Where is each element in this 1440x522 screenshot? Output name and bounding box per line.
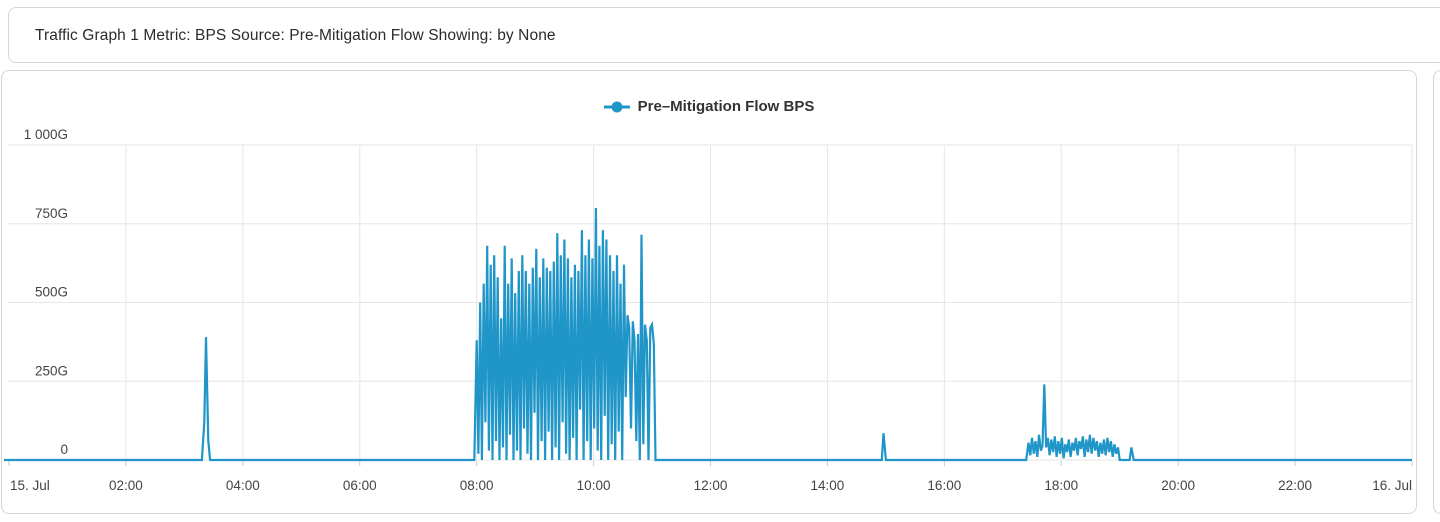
- series-line-pre-mitigation-flow-bps: [4, 207, 1412, 462]
- adjacent-panel-edge: [1433, 70, 1440, 514]
- x-axis-tick-label: 16:00: [927, 478, 961, 493]
- chart-gridlines: [8, 144, 1413, 461]
- x-axis-tick-label: 08:00: [460, 478, 494, 493]
- chart-axis-labels: 0 250G 500G 750G 1 000G 15. Jul 02:00 04:00 06:0…: [10, 127, 1412, 493]
- y-axis-tick-label: 500G: [35, 285, 68, 300]
- x-axis-tick-label: 02:00: [109, 478, 143, 493]
- traffic-graph-title: Traffic Graph 1 Metric: BPS Source: Pre-…: [35, 27, 556, 44]
- y-axis-tick-label: 1 000G: [24, 127, 68, 142]
- y-axis-tick-label: 0: [60, 442, 68, 457]
- x-axis-tick-label: 12:00: [694, 478, 728, 493]
- traffic-graph-chart-card: 0 250G 500G 750G 1 000G 15. Jul 02:00 04:00 06:0…: [1, 70, 1417, 514]
- traffic-graph-header-card: Traffic Graph 1 Metric: BPS Source: Pre-…: [8, 7, 1440, 63]
- x-axis-tick-label: 06:00: [343, 478, 377, 493]
- x-axis-tick-label: 15. Jul: [10, 478, 50, 493]
- chart-series: [4, 207, 1412, 462]
- legend-marker-icon: [603, 101, 630, 112]
- x-axis-tick-label: 16. Jul: [1372, 478, 1412, 493]
- y-axis-tick-label: 750G: [35, 206, 68, 221]
- legend-series-label: Pre–Mitigation Flow BPS: [637, 98, 815, 115]
- chart-legend-item[interactable]: Pre–Mitigation Flow BPS: [2, 98, 1416, 115]
- x-axis-tick-label: 22:00: [1278, 478, 1312, 493]
- x-axis-tick-label: 18:00: [1044, 478, 1078, 493]
- x-axis-tick-label: 14:00: [811, 478, 845, 493]
- x-axis-tick-label: 10:00: [577, 478, 611, 493]
- traffic-chart: 0 250G 500G 750G 1 000G 15. Jul 02:00 04:00 06:0…: [4, 127, 1413, 493]
- x-axis-tick-label: 20:00: [1161, 478, 1195, 493]
- y-axis-tick-label: 250G: [35, 363, 68, 378]
- x-axis-tick-label: 04:00: [226, 478, 260, 493]
- chart-axis-ticks: [8, 461, 1413, 466]
